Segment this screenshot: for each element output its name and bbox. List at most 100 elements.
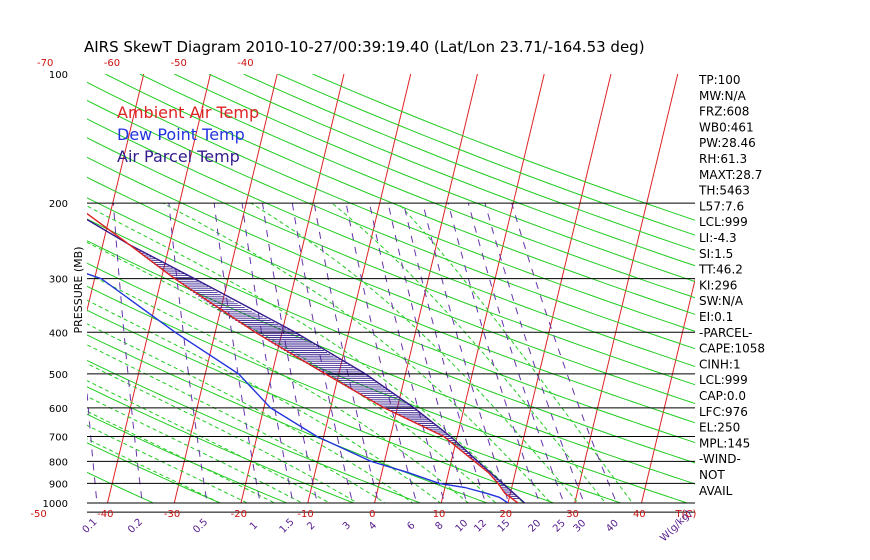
pressure-tick-label: 400 [49,328,68,339]
temp-tick-label-bottom: -30 [164,509,180,520]
index-entry: PW:28.46 [699,136,756,150]
moist-adiabat-line [87,424,249,503]
ambient-temp-line [87,212,519,503]
mixing-ratio-line [403,202,487,503]
mixing-ratio-line [241,203,294,503]
dry-adiabat-line [87,176,695,424]
isotherm-line [240,74,345,503]
temp-tick-label-bottom: -10 [297,509,313,520]
moist-adiabat-line [87,362,359,503]
dry-adiabat-line [87,137,695,386]
isotherm-line [87,74,145,313]
pressure-tick-label: 100 [49,70,68,81]
index-entry: MW:N/A [699,89,747,103]
mixing-ratio-line [168,203,208,503]
index-entry: EI:0.1 [699,310,733,324]
pressure-tick-label: 600 [49,404,68,415]
mixing-ratio-line [484,202,585,503]
mixing-ratio-label: 3 [341,520,353,532]
index-entry: L57:7.6 [699,199,744,213]
moist-adiabat-line [331,202,607,503]
profile-layer [87,212,526,503]
mixing-ratio-label: 1 [248,520,260,532]
legend-entry: Ambient Air Temp [117,103,259,122]
index-entry: TH:5463 [698,184,750,198]
index-entry: TP:100 [698,73,741,87]
moist-adiabat-line [87,323,414,503]
index-entry: MAXT:28.7 [699,168,762,182]
index-entry: CAPE:1058 [699,342,765,356]
dry-adiabat-line [87,218,695,464]
mixing-ratio-line [511,202,618,503]
mixing-ratio-line [313,203,380,503]
grid-layer [0,74,695,512]
moist-adiabat-line [87,241,497,503]
index-entry: CINH:1 [699,357,741,371]
dry-adiabat-line [139,74,695,299]
pressure-tick-label: 1000 [43,499,68,510]
pressure-tick-label: 200 [49,199,68,210]
index-entry: -PARCEL- [699,326,753,340]
dry-adiabat-line [87,197,695,444]
mixing-ratio-label: 30 [572,518,589,535]
temp-tick-label-top: -50 [171,58,187,69]
mixing-ratio-line [387,202,468,503]
index-entry: KI:296 [699,278,737,292]
moist-adiabat-line [397,202,634,503]
mixing-ratio-label: 0.5 [191,517,210,536]
mixing-ratio-label: 12 [472,518,489,535]
pressure-tick-label: 900 [49,479,68,490]
isotherm-line [106,74,211,503]
mixing-ratio-label: 20 [527,518,544,535]
dry-adiabat-line [105,74,695,315]
moist-adiabat-line [87,395,304,503]
dry-adiabat-line [87,262,689,503]
mixing-ratio-label: 2 [305,520,317,532]
index-entry: LI:-4.3 [699,231,737,245]
moist-adiabat-line [87,380,331,503]
index-entry: RH:61.3 [699,152,747,166]
mixing-ratio-line [112,203,143,503]
index-entry: -WIND- [699,452,741,466]
temp-tick-label-bottom: T(C) [675,509,697,520]
index-entry: LCL:999 [699,215,748,229]
index-entry: SI:1.5 [699,247,733,261]
dry-adiabat-line [87,81,695,332]
mixing-ratio-line [213,203,261,503]
index-entry: LFC:976 [699,405,748,419]
isotherm-line [440,74,545,503]
mixing-ratio-label: 40 [604,518,621,535]
isotherm-line [0,74,77,512]
dew-point-line [87,272,509,503]
temp-tick-label-bottom: -50 [30,509,46,520]
index-entry: CAP:0.0 [699,389,746,403]
dry-adiabat-line [208,74,695,267]
dry-adiabat-line [87,471,155,503]
legend-entry: Air Parcel Temp [117,147,240,166]
index-entry: NOT [699,468,725,482]
dry-adiabat-line [277,74,695,236]
index-entry: WB0:461 [699,120,754,134]
dry-adiabat-line [87,359,422,503]
dry-adiabat-line [87,156,695,405]
index-entry: AVAIL [699,484,733,498]
mixing-ratio-label: 1.5 [278,517,297,536]
mixing-ratio-label: 10 [454,518,471,535]
temp-tick-label-bottom: 20 [499,509,512,520]
dry-adiabat-line [174,74,695,283]
temp-tick-label-top: -60 [104,58,120,69]
pressure-tick-label: 300 [49,275,68,286]
legend: Ambient Air Temp Dew Point Temp Air Parcel… [117,103,259,166]
moist-adiabat-line [87,344,386,503]
mixing-ratio-label: 25 [551,518,568,535]
temp-tick-label-bottom: 40 [633,509,646,520]
moist-adiabat-line [162,202,552,503]
mixing-ratio-label: 6 [405,520,417,532]
pressure-tick-label: 500 [49,370,68,381]
cape-hatching [130,245,520,499]
dry-adiabat-line [87,413,288,503]
index-entry: EL:250 [699,421,740,435]
mixing-ratio-line [467,202,565,503]
